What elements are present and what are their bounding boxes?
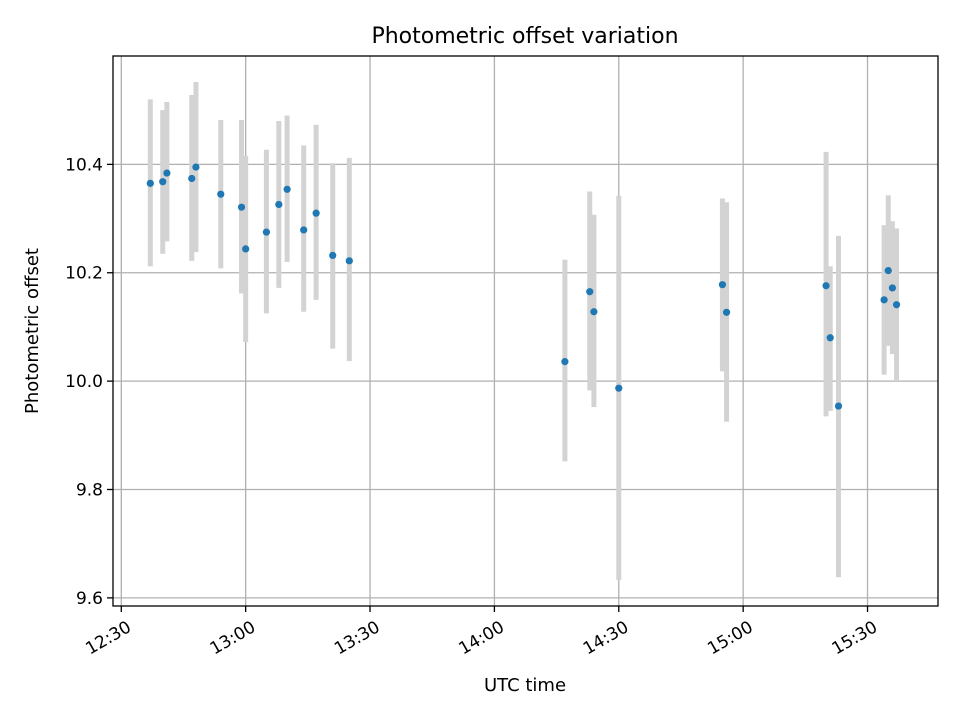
data-point: [217, 190, 225, 198]
data-point: [822, 282, 830, 290]
plot-frame: [112, 55, 939, 607]
data-point: [892, 301, 901, 309]
data-point: [826, 334, 834, 342]
x-tick-label: 12:30: [82, 617, 134, 659]
data-point: [615, 384, 623, 392]
data-point: [159, 178, 167, 186]
x-tick-label: 13:00: [207, 617, 259, 659]
data-point: [312, 209, 320, 217]
y-tick-label: 10.4: [65, 155, 103, 175]
data-point: [275, 200, 283, 209]
data-point: [880, 296, 888, 304]
data-point: [163, 169, 171, 177]
data-point: [722, 308, 731, 316]
y-tick-label: 10.0: [65, 372, 103, 392]
grid: [113, 56, 938, 606]
x-tick-label: 14:00: [455, 617, 507, 659]
data-point: [590, 308, 598, 316]
data-point: [888, 284, 896, 292]
y-axis-label: Photometric offset: [22, 248, 43, 414]
x-tick-label: 14:30: [580, 617, 632, 659]
data-point: [561, 358, 569, 366]
y-tick-label: 10.2: [65, 264, 103, 284]
data-point: [718, 281, 727, 289]
data-point: [586, 288, 594, 296]
x-tick-label: 15:30: [829, 617, 881, 659]
data-point: [300, 226, 308, 234]
data-point: [188, 174, 196, 183]
x-tick-label: 13:30: [331, 617, 383, 659]
data-point: [345, 257, 353, 265]
y-axis: 9.6 9.8 10.0 10.2 10.4: [65, 155, 113, 609]
data-point: [146, 179, 154, 187]
x-tick-label: 15:00: [704, 617, 756, 659]
y-tick-label: 9.8: [76, 480, 103, 500]
y-tick-label: 9.6: [76, 589, 103, 609]
data-point: [237, 203, 246, 211]
x-axis-label: UTC time: [484, 675, 566, 696]
x-axis: 12:30 13:00 13:30 14:00 14:30 15:00 15:30: [82, 606, 881, 659]
data-point: [192, 163, 200, 171]
data-point: [262, 228, 270, 236]
data-point: [329, 251, 337, 260]
data-points: [146, 163, 901, 410]
data-point: [884, 266, 892, 275]
data-point: [283, 185, 291, 193]
chart-title: Photometric offset variation: [371, 24, 678, 49]
data-point: [242, 245, 250, 253]
error-bars: [147, 82, 900, 580]
data-point: [834, 402, 843, 410]
